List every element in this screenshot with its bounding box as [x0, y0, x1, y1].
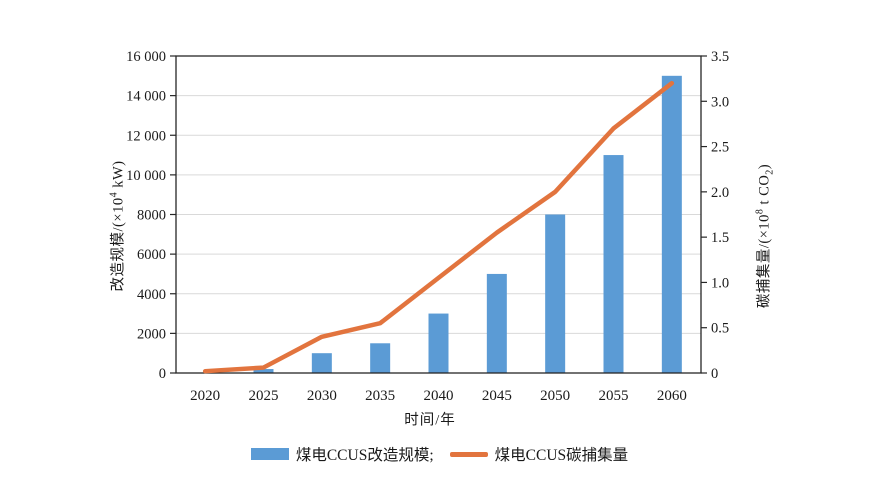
right-tick-label: 3.5 [711, 49, 729, 65]
x-tick-label: 2030 [307, 388, 337, 404]
x-tick-label: 2020 [190, 388, 220, 404]
right-axis-title-sup: 8 [754, 208, 766, 215]
bar-2055 [603, 155, 624, 373]
bar-2025 [253, 369, 274, 373]
capture-amount-line [202, 80, 675, 374]
bar-2030 [311, 353, 332, 373]
left-axis-title-unit: kW) [110, 160, 127, 192]
left-tick-label: 10 000 [126, 168, 166, 184]
x-tick-label: 2055 [599, 388, 629, 404]
left-tick-label: 4000 [137, 287, 166, 303]
bar-2045 [486, 273, 507, 373]
bar-2035 [370, 343, 391, 373]
left-axis-title-text: 改造规模/(×10 [110, 197, 127, 292]
x-axis-title: 时间/年 [404, 412, 456, 429]
right-axis-title-text: 碳捕集量/(×10 [756, 214, 773, 309]
right-axis-title-sub: 2 [764, 169, 776, 175]
x-tick-label: 2040 [424, 388, 454, 404]
right-tick-label: 2.5 [711, 140, 729, 156]
left-tick-label: 2000 [137, 326, 166, 342]
legend-item-capture-amount: 煤电CCUS碳捕集量 [449, 443, 629, 465]
x-tick-label: 2050 [540, 388, 570, 404]
legend-label-retrofit-scale: 煤电CCUS改造规模; [295, 447, 434, 464]
line-series-swatch [449, 451, 488, 457]
left-tick-label: 16 000 [126, 49, 166, 65]
left-tick-label: 0 [159, 366, 166, 382]
right-tick-label: 1.0 [711, 275, 729, 291]
x-tick-label: 2060 [657, 388, 687, 404]
legend: 煤电CCUS改造规模; 煤电CCUS碳捕集量 [0, 443, 879, 465]
bar-2060 [661, 75, 682, 373]
x-tick-label: 2035 [365, 388, 395, 404]
right-axis-title: 碳捕集量/(×108 t CO2) [753, 164, 776, 308]
right-tick-label: 1.5 [711, 230, 729, 246]
x-tick-label: 2025 [249, 388, 279, 404]
left-tick-label: 8000 [137, 208, 166, 224]
right-tick-label: 3.0 [711, 94, 729, 110]
legend-label-capture-amount: 煤电CCUS碳捕集量 [494, 447, 629, 464]
right-tick-label: 0.5 [711, 321, 729, 337]
right-tick-label: 0 [711, 366, 718, 382]
x-tick-label: 2045 [482, 388, 512, 404]
left-tick-label: 6000 [137, 247, 166, 263]
right-axis-title-unit: t CO [756, 174, 773, 209]
bar-2050 [545, 214, 566, 373]
bar-2040 [428, 313, 449, 373]
bar-series-swatch [250, 448, 289, 460]
left-axis-title: 改造规模/(×104 kW) [107, 161, 128, 292]
left-axis-title-sup: 4 [108, 191, 120, 198]
left-tick-label: 14 000 [126, 89, 166, 105]
right-axis-title-close: ) [756, 163, 773, 170]
left-tick-label: 12 000 [126, 128, 166, 144]
legend-item-retrofit-scale: 煤电CCUS改造规模; [250, 443, 434, 465]
right-tick-label: 2.0 [711, 185, 729, 201]
